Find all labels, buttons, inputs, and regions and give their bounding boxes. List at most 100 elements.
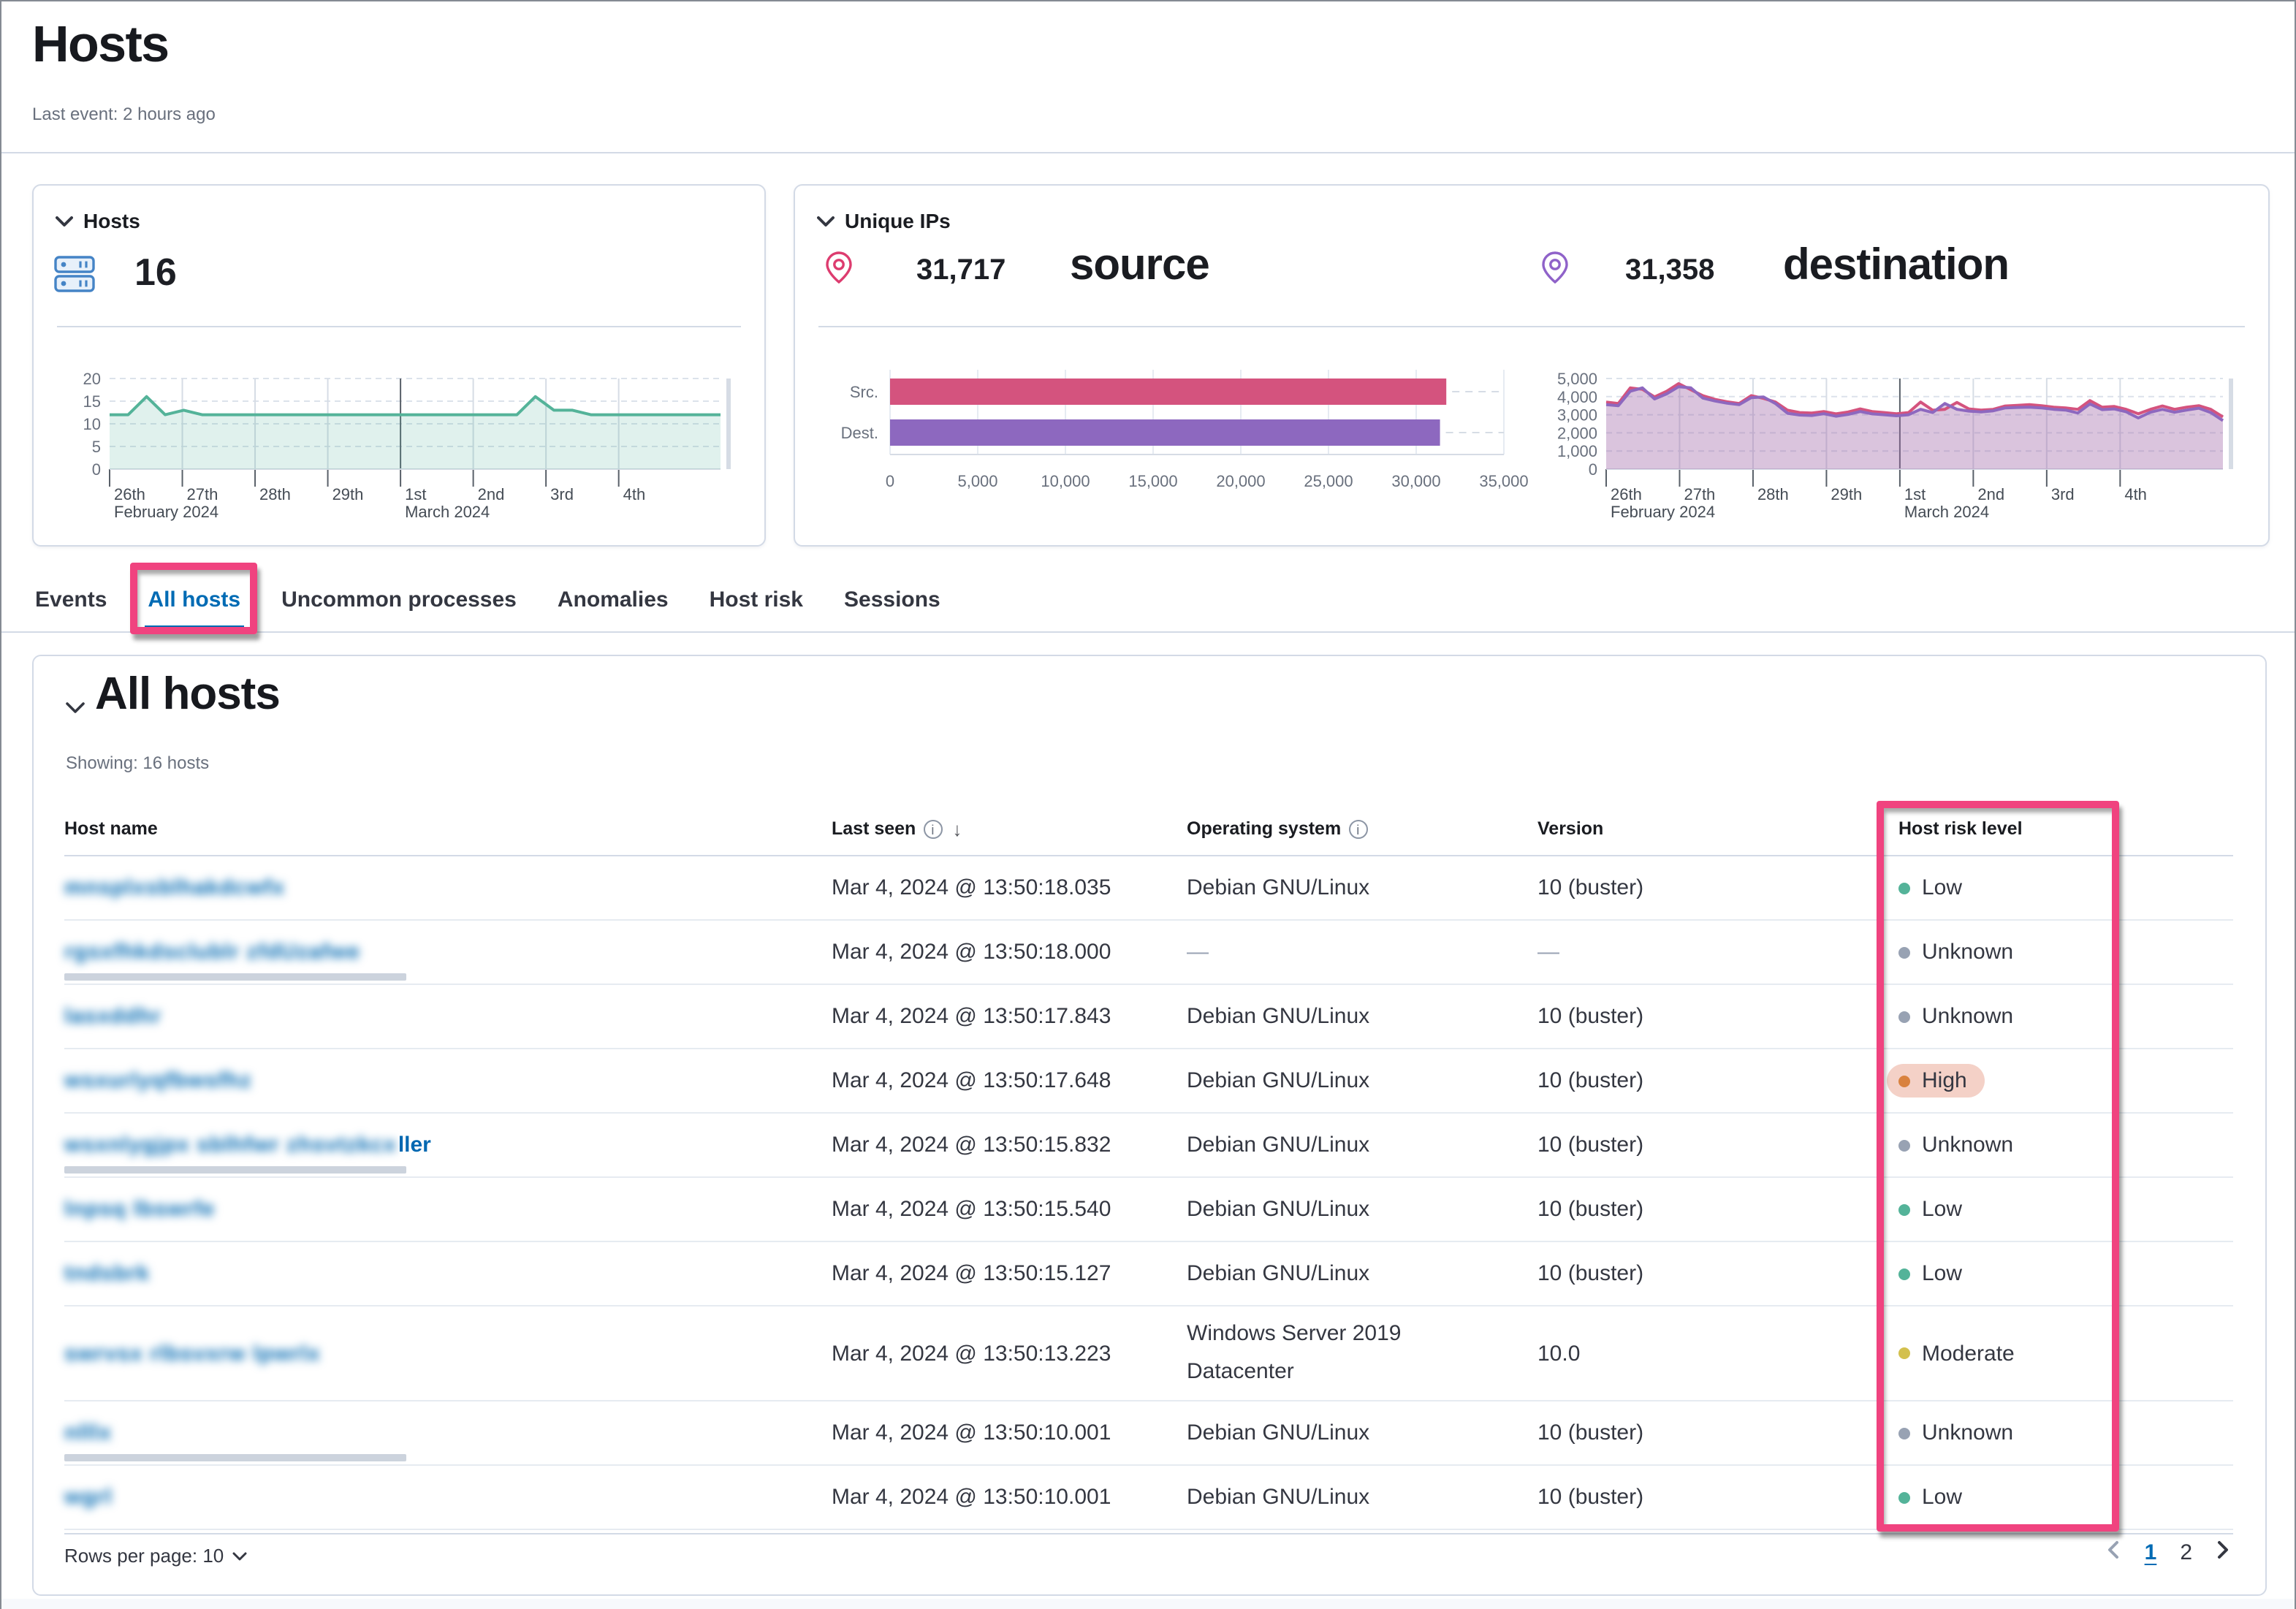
host-name-link[interactable]: wgrl (64, 1485, 113, 1510)
host-name-link[interactable]: nlllx (64, 1420, 112, 1445)
column-header-last-seen[interactable]: Last seen i ↓ (832, 818, 1187, 840)
last-seen-cell: Mar 4, 2024 @ 13:50:15.540 (832, 1197, 1111, 1222)
svg-text:26th: 26th (1611, 485, 1642, 503)
svg-text:3rd: 3rd (2051, 485, 2075, 503)
svg-text:10: 10 (83, 415, 101, 433)
svg-text:0: 0 (1589, 460, 1597, 479)
redacted-host-name: tndsbrk (64, 1261, 151, 1286)
chevron-down-icon (232, 1545, 247, 1567)
next-page-icon[interactable] (2216, 1540, 2230, 1565)
last-seen-cell: Mar 4, 2024 @ 13:50:13.223 (832, 1341, 1111, 1366)
tab-events[interactable]: Events (35, 587, 107, 612)
page-1[interactable]: 1 (2144, 1540, 2157, 1565)
svg-text:1st: 1st (1904, 485, 1926, 503)
host-name-link[interactable]: tndsbrk (64, 1261, 150, 1286)
risk-label: Unknown (1922, 1420, 2014, 1445)
host-name-cell: lnpsq lbswrfe (64, 1178, 832, 1241)
last-event-text: Last event: 2 hours ago (32, 104, 216, 124)
host-risk-level-cell: Low (1898, 1178, 2233, 1241)
version-cell: 10 (buster) (1537, 875, 1644, 900)
risk-label: Low (1922, 875, 1963, 900)
host-name-cell: rgsxfhkdsclublr zfdUzafwe (64, 921, 832, 984)
svg-text:5: 5 (92, 438, 101, 456)
host-name-link[interactable]: swrvsx rlbsvxrw lpwrlx (64, 1341, 321, 1366)
all-hosts-table: Host name Last seen i ↓ Operating system i Ver… (64, 802, 2233, 1530)
table-row: wsxurlyqfbwsfhz Mar 4, 2024 @ 13:50:17.64… (64, 1049, 2233, 1114)
redaction-bar (64, 1454, 406, 1461)
svg-text:20: 20 (83, 370, 101, 388)
svg-text:March 2024: March 2024 (405, 503, 490, 521)
svg-text:1,000: 1,000 (1557, 442, 1597, 460)
redacted-host-name: lnpsq lbswrfe (64, 1197, 216, 1222)
previous-page-icon[interactable] (2107, 1540, 2121, 1565)
host-name-link[interactable]: mnsplxsblhakdcwfx (64, 875, 285, 900)
tab-anomalies[interactable]: Anomalies (557, 587, 669, 612)
chevron-down-icon[interactable] (817, 209, 835, 232)
column-label: Host risk level (1898, 818, 2023, 839)
risk-label: Moderate (1922, 1341, 2015, 1366)
operating-system-cell: Debian GNU/Linux (1187, 1003, 1370, 1028)
redacted-host-name: lasxddhr (64, 1004, 162, 1029)
tab-sessions[interactable]: Sessions (844, 587, 940, 612)
sort-descending-icon: ↓ (952, 818, 962, 840)
risk-badge: Moderate (1898, 1341, 2015, 1366)
destination-pin-icon (1542, 251, 1568, 291)
host-name-cell: wgrl (64, 1466, 832, 1529)
table-footer-divider (64, 1533, 2233, 1534)
table-body: mnsplxsblhakdcwfx Mar 4, 2024 @ 13:50:18.… (64, 856, 2233, 1530)
column-header-operating-system[interactable]: Operating system i (1187, 818, 1537, 839)
operating-system-cell: Debian GNU/Linux (1187, 1068, 1370, 1092)
rows-per-page-button[interactable]: Rows per page: 10 (64, 1545, 247, 1567)
host-name-link[interactable]: rgsxfhkdsclublr zfdUzafwe (64, 940, 360, 965)
source-ip-count: 31,717 (916, 254, 1006, 286)
tab-uncommon-processes[interactable]: Uncommon processes (281, 587, 517, 612)
version-cell: 10.0 (1537, 1341, 1581, 1366)
tab-all-hosts[interactable]: All hosts (145, 576, 244, 630)
chevron-down-icon[interactable] (56, 209, 73, 232)
last-seen-cell: Mar 4, 2024 @ 13:50:15.127 (832, 1261, 1111, 1286)
column-header-host-risk-level[interactable]: Host risk level (1898, 818, 2233, 839)
version-cell: 10 (buster) (1537, 1197, 1644, 1222)
page-2[interactable]: 2 (2180, 1540, 2192, 1565)
risk-label: Unknown (1922, 1004, 2014, 1029)
host-name-cell: wsxurlyqfbwsfhz (64, 1049, 832, 1112)
svg-text:0: 0 (886, 472, 894, 490)
host-name-cell: swrvsx rlbsvxrw lpwrlx (64, 1306, 832, 1400)
svg-text:20,000: 20,000 (1216, 472, 1265, 490)
host-name-link[interactable]: wsxnlygjpx sblhfwr zhsvtzkcx ller (64, 1133, 431, 1157)
host-name-link[interactable]: lnpsq lbswrfe (64, 1197, 215, 1222)
column-header-host-name[interactable]: Host name (64, 818, 832, 839)
operating-system-cell: Debian GNU/Linux (1187, 1260, 1370, 1285)
hosts-sparkline-chart: 0 5 10 15 20 26th 27th 28th 29th 1st 2nd 3rd 4th Febr… (83, 370, 731, 521)
host-risk-level-cell: Low (1898, 856, 2233, 919)
redaction-bar (64, 973, 406, 981)
all-hosts-section-title: All hosts (95, 668, 281, 719)
svg-text:2,000: 2,000 (1557, 424, 1597, 442)
panel-divider (818, 326, 2245, 327)
chevron-down-icon[interactable] (66, 696, 85, 722)
operating-system-cell: Debian GNU/Linux (1187, 1420, 1370, 1445)
rows-per-page-label: Rows per page: 10 (64, 1545, 224, 1567)
redacted-host-name: wsxnlygjpx sblhfwr zhsvtzkcx (64, 1133, 397, 1157)
destination-label: destination (1783, 241, 2010, 289)
table-header-row: Host name Last seen i ↓ Operating system i Ver… (64, 802, 2233, 856)
host-risk-level-cell: Moderate (1898, 1306, 2233, 1400)
last-seen-cell: Mar 4, 2024 @ 13:50:18.035 (832, 875, 1111, 900)
risk-badge: Low (1898, 1261, 1962, 1286)
host-name-link[interactable]: wsxurlyqfbwsfhz (64, 1068, 252, 1093)
last-seen-cell: Mar 4, 2024 @ 13:50:10.001 (832, 1485, 1111, 1510)
risk-badge: Unknown (1898, 1133, 2013, 1157)
svg-text:29th: 29th (1831, 485, 1862, 503)
panel-divider (57, 326, 741, 327)
host-risk-level-cell: Unknown (1898, 921, 2233, 984)
table-row: wsxnlygjpx sblhfwr zhsvtzkcx ller Mar 4, 2… (64, 1114, 2233, 1178)
source-pin-icon (826, 251, 852, 291)
header-divider (1, 152, 2295, 153)
tab-host-risk[interactable]: Host risk (709, 587, 803, 612)
table-row: mnsplxsblhakdcwfx Mar 4, 2024 @ 13:50:18.… (64, 856, 2233, 921)
column-label: Host name (64, 818, 158, 839)
host-name-link[interactable]: lasxddhr (64, 1004, 161, 1029)
column-header-version[interactable]: Version (1537, 818, 1898, 839)
